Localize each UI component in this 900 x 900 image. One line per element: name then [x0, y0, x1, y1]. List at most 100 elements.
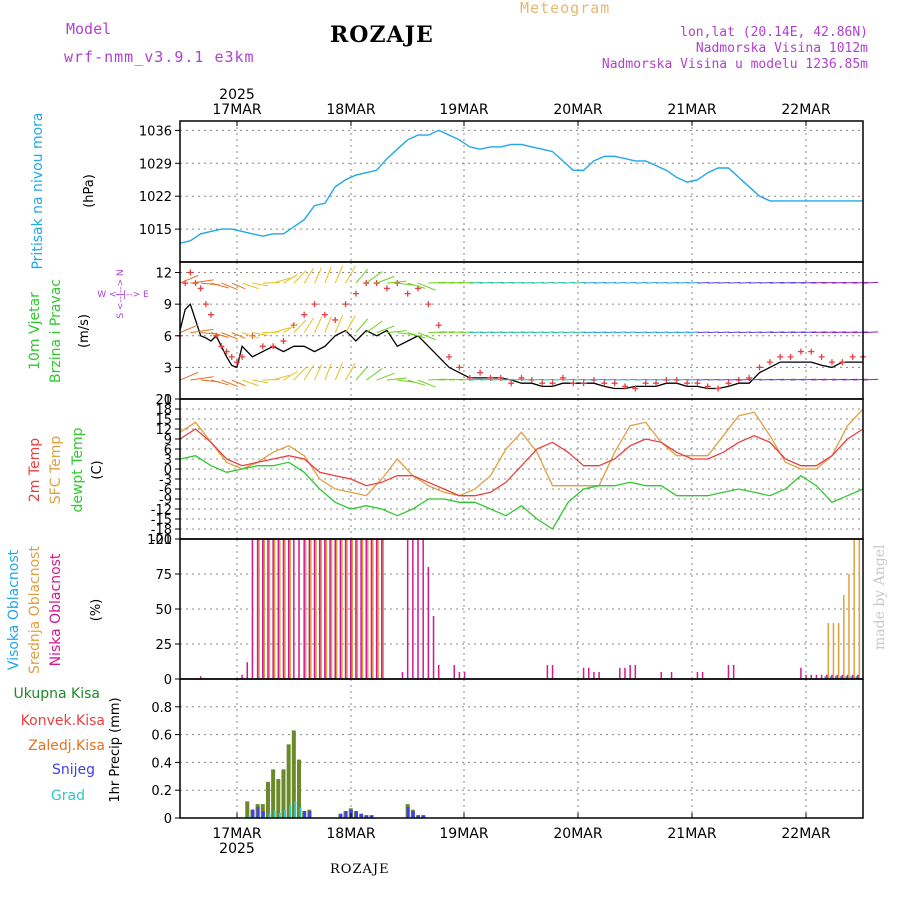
wind-arrow [831, 378, 847, 381]
wind-arrow [179, 324, 199, 334]
wind-arrow [728, 378, 741, 381]
total-precip-bar [286, 744, 291, 818]
wind-arrow [780, 281, 796, 284]
wind-arrow [283, 370, 299, 381]
wind-arrow [303, 268, 314, 284]
wind-arrow [624, 282, 637, 284]
wind-arrow [697, 331, 710, 334]
dewpoint-title: dewpt Temp [70, 427, 86, 512]
y-tick-label: 9 [164, 298, 172, 313]
gust-marker [828, 359, 835, 366]
wind-arrow [459, 331, 474, 334]
wind-arrow [314, 364, 322, 381]
y-tick-label: 0 [164, 812, 172, 827]
gust-marker [818, 353, 825, 360]
mid-cloud-title: Srednja Oblacnost [27, 546, 43, 674]
wind-arrow [490, 281, 504, 284]
wind-arrow [480, 281, 494, 284]
top-date-label: 21MAR [667, 102, 716, 118]
gust-marker [218, 343, 225, 350]
snow-bar [354, 811, 358, 818]
snow-bar [360, 813, 364, 818]
wind-arrow [262, 378, 280, 381]
wind-arrow [303, 317, 314, 333]
pressure-title: Pritisak na nivou mora [30, 112, 46, 269]
gust-marker [684, 380, 691, 387]
wind-arrow [231, 332, 246, 339]
wind-arrow [355, 318, 369, 333]
wind-arrow [583, 378, 596, 381]
gust-marker [621, 383, 628, 390]
gust-marker [187, 269, 194, 276]
wind-arrow [842, 331, 858, 334]
y-tick-label: -15 [151, 513, 172, 528]
wind-arrow [417, 379, 436, 388]
y-tick-label: 75 [155, 568, 172, 583]
wind-arrow [500, 378, 514, 381]
y-tick-label: 100 [147, 533, 172, 548]
wind-arrow [428, 281, 446, 284]
wind-arrow [842, 378, 858, 381]
wind-arrow [604, 281, 617, 284]
wind-arrow [614, 378, 627, 381]
model-elevation-label: Nadmorska Visina u modelu 1236.85m [601, 57, 868, 72]
wind-arrow [749, 331, 762, 334]
y-tick-label: 3 [164, 361, 172, 376]
snow-bar [261, 811, 265, 818]
wind-arrow [593, 281, 607, 284]
wind-arrow [324, 316, 332, 333]
bottom-date-label: 22MAR [781, 826, 830, 842]
gust-marker [197, 285, 204, 292]
wind-arrow [862, 331, 879, 334]
top-date-label: 19MAR [439, 102, 488, 118]
footer-station: ROZAJE [330, 862, 390, 877]
gust-marker [777, 353, 784, 360]
dewpoint-line [179, 455, 864, 530]
top-year-label: 2025 [219, 87, 255, 103]
y-tick-label: 6 [164, 443, 172, 458]
station-title: ROZAJE [330, 22, 434, 48]
gust-marker [839, 359, 846, 366]
wind-arrow [707, 282, 720, 284]
wind-arrow [252, 282, 269, 287]
wind-arrow [676, 331, 689, 334]
mark-layer [177, 129, 879, 818]
total-precip-bar [245, 801, 250, 818]
wind-arrow [334, 265, 344, 284]
y-tick-label: -21 [151, 533, 172, 548]
wind-arrow [365, 368, 383, 381]
wind-arrow [407, 379, 426, 386]
wind-compass-vertical: S <--|--> N [116, 269, 126, 318]
wind-arrow [272, 277, 291, 284]
precip-unit: 1hr Precip (mm) [108, 697, 123, 802]
wind-arrow [666, 281, 679, 284]
wind-arrow [645, 378, 658, 381]
wind-arrow [490, 378, 504, 381]
wind-arrow [769, 331, 785, 334]
precip-legend-conv: Konvek.Kisa [21, 713, 105, 729]
wind-arrow [780, 378, 796, 381]
wind-arrow [862, 378, 879, 381]
wind-arrow [852, 281, 868, 284]
y-tick-label: 0 [164, 393, 172, 408]
snow-bar [251, 809, 255, 818]
wind-arrow [738, 281, 752, 284]
snow-bar [303, 811, 307, 818]
total-precip-bar [297, 759, 302, 818]
bottom-date-label: 21MAR [667, 826, 716, 842]
model-name: wrf-nmm_v3.9.1 e3km [64, 48, 255, 66]
gust-marker [766, 359, 773, 366]
gust-marker [223, 348, 230, 355]
wind-arrow [283, 273, 299, 284]
snow-bar [406, 806, 410, 818]
wind-arrow [593, 378, 607, 381]
gust-marker [208, 311, 215, 318]
snow-bar [417, 815, 421, 818]
frame-layer [175, 120, 864, 819]
gust-marker [549, 380, 556, 387]
wind-title-2: Brzina i Pravac [48, 279, 64, 383]
gust-marker [642, 380, 649, 387]
wind-arrow [449, 281, 464, 284]
wind-arrow [252, 332, 269, 336]
wind-arrow [583, 281, 596, 284]
